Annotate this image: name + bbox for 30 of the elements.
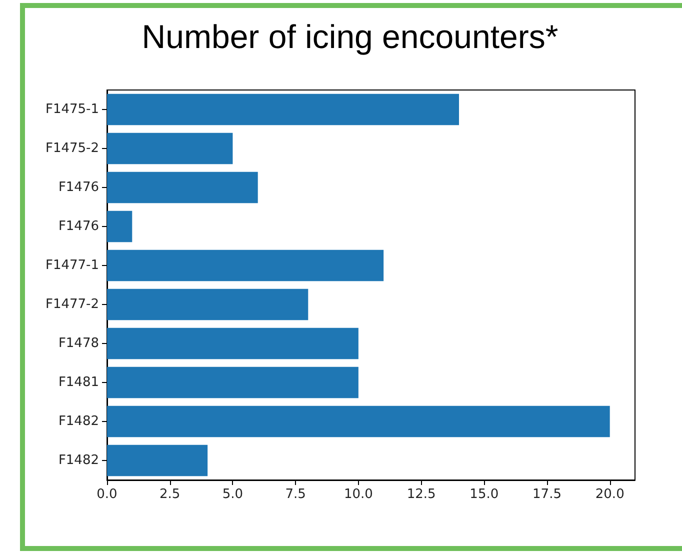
y-tick-label: F1477-2 bbox=[45, 297, 99, 312]
x-tick-label: 12.5 bbox=[406, 487, 436, 502]
bar bbox=[107, 172, 258, 204]
chart-title: Number of icing encounters* bbox=[140, 18, 560, 56]
y-tick-label: F1475-1 bbox=[45, 102, 99, 117]
bar bbox=[107, 250, 384, 282]
x-tick-label: 0.0 bbox=[96, 487, 118, 502]
x-tick-label: 15.0 bbox=[470, 487, 499, 502]
y-tick-label: F1482 bbox=[58, 414, 99, 429]
y-tick-label: F1478 bbox=[58, 336, 99, 351]
bar bbox=[107, 210, 132, 242]
x-tick-label: 7.5 bbox=[285, 487, 306, 502]
y-tick-label: F1481 bbox=[58, 375, 99, 390]
x-tick-label: 17.5 bbox=[532, 487, 562, 502]
x-tick-label: 5.0 bbox=[222, 487, 244, 502]
x-tick-label: 2.5 bbox=[160, 487, 180, 502]
bar bbox=[107, 94, 459, 126]
x-tick-label: 20.0 bbox=[595, 487, 624, 502]
bar bbox=[107, 288, 308, 320]
y-tick-label: F1476 bbox=[58, 219, 99, 234]
bar bbox=[107, 444, 208, 476]
x-tick-label: 10.0 bbox=[344, 487, 373, 502]
bar bbox=[107, 366, 358, 398]
bar bbox=[107, 132, 233, 164]
bar bbox=[107, 406, 610, 438]
y-tick-label: F1475-2 bbox=[45, 141, 99, 156]
y-tick-label: F1477-1 bbox=[45, 258, 99, 273]
bar bbox=[107, 328, 358, 360]
y-tick-label: F1476 bbox=[58, 180, 99, 195]
y-tick-label: F1482 bbox=[58, 453, 99, 468]
